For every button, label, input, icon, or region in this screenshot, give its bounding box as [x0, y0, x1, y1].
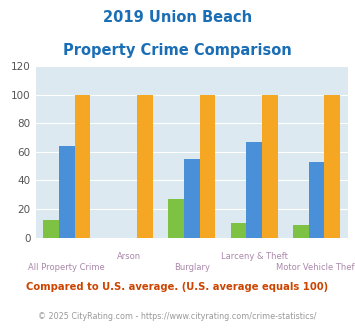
- Text: © 2025 CityRating.com - https://www.cityrating.com/crime-statistics/: © 2025 CityRating.com - https://www.city…: [38, 312, 317, 321]
- Text: Larceny & Theft: Larceny & Theft: [221, 252, 288, 261]
- Text: Motor Vehicle Theft: Motor Vehicle Theft: [276, 263, 355, 272]
- Bar: [168, 199, 184, 238]
- Bar: [309, 162, 324, 238]
- Text: Arson: Arson: [117, 252, 141, 261]
- Bar: [262, 95, 278, 238]
- Bar: [324, 95, 340, 238]
- Bar: [246, 142, 262, 238]
- Bar: [200, 95, 215, 238]
- Bar: [137, 95, 153, 238]
- Bar: [184, 159, 200, 238]
- Text: Compared to U.S. average. (U.S. average equals 100): Compared to U.S. average. (U.S. average …: [26, 282, 329, 292]
- Bar: [293, 225, 309, 238]
- Text: All Property Crime: All Property Crime: [28, 263, 105, 272]
- Bar: [43, 220, 59, 238]
- Text: Property Crime Comparison: Property Crime Comparison: [63, 43, 292, 58]
- Bar: [59, 146, 75, 238]
- Text: 2019 Union Beach: 2019 Union Beach: [103, 10, 252, 25]
- Text: Burglary: Burglary: [174, 263, 210, 272]
- Bar: [75, 95, 90, 238]
- Bar: [231, 223, 246, 238]
